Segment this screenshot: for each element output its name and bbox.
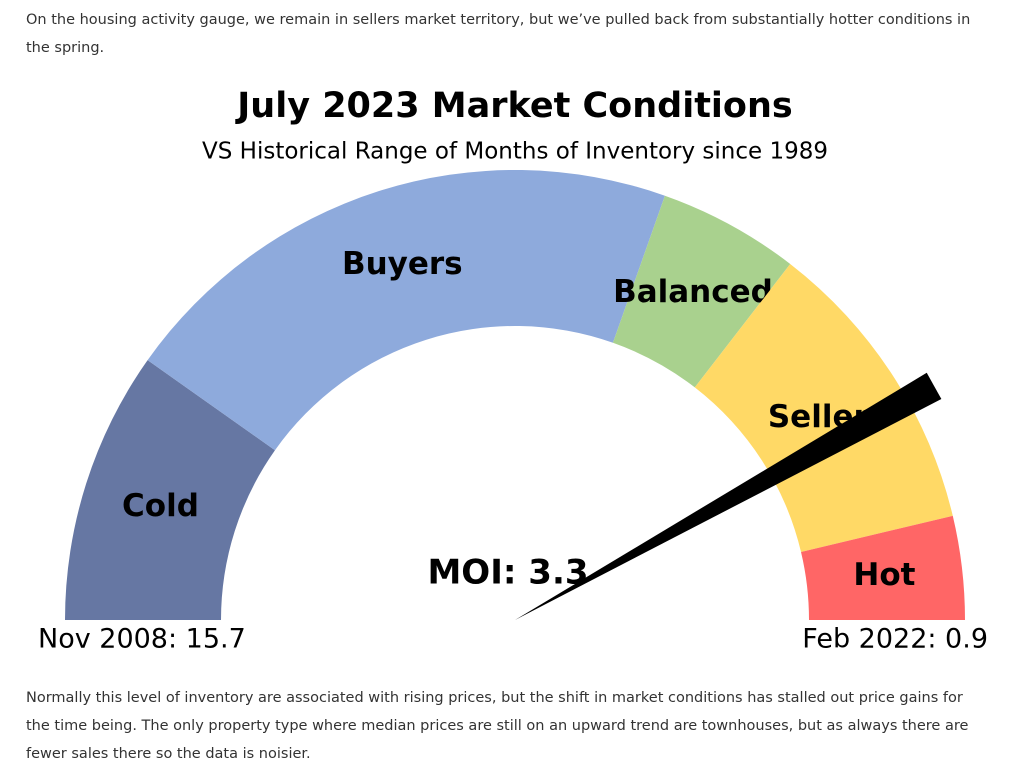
segment-label: Balanced [613,274,773,310]
right-end-label: Feb 2022: 0.9 [802,624,988,655]
segment-label: Cold [122,488,199,524]
intro-text: On the housing activity gauge, we remain… [26,12,971,56]
gauge-needle [515,372,942,620]
gauge-segment [147,170,665,451]
needle-label: MOI: 3.3 [427,553,588,593]
chart-subtitle: VS Historical Range of Months of Invento… [202,139,828,165]
segment-label: Buyers [342,246,463,282]
gauge-segment [65,360,275,620]
body-text: Normally this level of inventory are ass… [26,690,969,762]
gauge-segment [801,515,965,620]
left-end-label: Nov 2008: 15.7 [38,624,246,655]
gauge-segment [612,195,791,388]
gauge-segment [694,263,953,552]
chart-title: July 2023 Market Conditions [235,86,792,126]
segment-label: Hot [853,557,915,593]
